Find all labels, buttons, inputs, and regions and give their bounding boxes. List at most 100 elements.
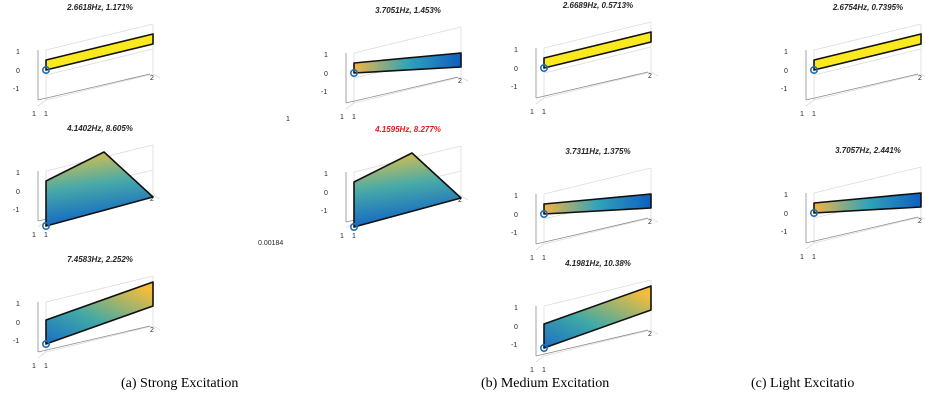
y-tick-label: 1: [542, 255, 546, 262]
axis-grid-line: [45, 23, 154, 51]
x-tick-label: 1: [530, 255, 534, 262]
z-tick-label: -1: [781, 86, 787, 93]
mode-shape-plot: 4.1595Hz, 8.277% 1 0 -1 1 1 2: [321, 125, 469, 240]
axis-grid-line: [543, 21, 652, 49]
plot-title: 4.1402Hz, 8.605%: [66, 124, 133, 133]
z-tick-label: 0: [324, 71, 328, 78]
mode-surface: [813, 33, 922, 71]
axis-grid-line: [543, 279, 652, 307]
caption-medium: (b) Medium Excitation: [481, 376, 610, 391]
y-tick-label: 1: [812, 111, 816, 118]
axis-grid-line: [152, 73, 161, 79]
z-tick-label: 1: [16, 49, 20, 56]
axis-grid-line: [460, 195, 469, 201]
plot-title: 2.6754Hz, 0.7395%: [832, 3, 903, 12]
axis-grid-line: [345, 102, 355, 110]
x-tick-label: 1: [800, 111, 804, 118]
mode-shape-plot: 3.7051Hz, 1.453% 1 0 -1 1 1 2: [321, 6, 469, 121]
depth-tick-label: 2: [150, 327, 154, 334]
depth-axis-line: [535, 71, 649, 99]
depth-tick-label: 2: [458, 78, 462, 85]
caption-strong: (a) Strong Excitation: [121, 376, 239, 391]
mode-surface: [45, 151, 154, 227]
axis-grid-line: [353, 26, 462, 54]
axis-grid-line: [805, 99, 815, 107]
x-tick-label: 1: [340, 114, 344, 121]
circle-marker-icon: [539, 63, 548, 72]
axis-grid-line: [45, 48, 154, 76]
z-tick-label: 1: [514, 47, 518, 54]
y-tick-label: 1: [44, 363, 48, 370]
depth-tick-label: 2: [648, 219, 652, 226]
z-tick-label: -1: [511, 230, 517, 237]
plot-title: 4.1981Hz, 10.38%: [564, 259, 631, 268]
caption-light: (c) Light Excitatio: [751, 376, 855, 391]
y-tick-label: 1: [44, 232, 48, 239]
mode-surface: [813, 192, 922, 214]
z-tick-label: 1: [324, 171, 328, 178]
circle-marker-icon: [349, 223, 358, 232]
depth-axis-line: [535, 329, 649, 357]
x-tick-label: 1: [32, 111, 36, 118]
mode-shape-plot: 4.1402Hz, 8.605% 1 0 -1 1 1 2: [13, 124, 161, 239]
depth-axis-line: [805, 73, 919, 101]
plot-title: 3.7051Hz, 1.453%: [375, 6, 441, 15]
plot-title: 3.7057Hz, 2.441%: [835, 146, 901, 155]
z-tick-label: 0: [16, 189, 20, 196]
axis-grid-line: [650, 329, 659, 335]
circle-marker-icon: [41, 65, 50, 74]
axis-grid-line: [813, 166, 922, 194]
axis-grid-line: [543, 167, 652, 195]
z-tick-label: 0: [784, 68, 788, 75]
x-tick-label: 1: [800, 254, 804, 261]
mode-surface: [543, 285, 652, 349]
depth-tick-label: 2: [918, 218, 922, 225]
plot-title: 7.4583Hz, 2.252%: [67, 255, 133, 264]
mode-shape-plot: 3.7057Hz, 2.441% 1 0 -1 1 1 2: [781, 146, 925, 261]
depth-tick-label: 2: [150, 75, 154, 82]
y-tick-label: 1: [542, 367, 546, 374]
mode-shape-plot: 7.4583Hz, 2.252% 1 0 -1 1 1 2: [13, 255, 161, 370]
axis-grid-line: [813, 23, 922, 51]
z-tick-label: 1: [514, 193, 518, 200]
axis-grid-line: [535, 355, 545, 363]
circle-marker-icon: [41, 339, 50, 348]
axis-grid-line: [152, 325, 161, 331]
mode-shape-plot: 3.7311Hz, 1.375% 1 0 -1 1 1 2: [511, 147, 659, 262]
axis-grid-line: [543, 71, 652, 99]
axis-grid-line: [535, 243, 545, 251]
axis-grid-line: [543, 46, 652, 74]
axis-grid-line: [45, 275, 154, 303]
z-tick-label: -1: [13, 338, 19, 345]
z-tick-label: 0: [784, 211, 788, 218]
y-tick-label: 1: [352, 233, 356, 240]
z-tick-label: -1: [13, 207, 19, 214]
axis-grid-line: [543, 329, 652, 357]
circle-marker-icon: [539, 209, 548, 218]
z-tick-label: -1: [321, 208, 327, 215]
y-tick-label: 1: [812, 254, 816, 261]
axis-grid-line: [345, 221, 355, 229]
axis-grid-line: [45, 325, 154, 353]
z-tick-label: 0: [16, 320, 20, 327]
z-tick-label: -1: [781, 229, 787, 236]
depth-axis-line: [345, 76, 459, 104]
x-tick-label: 1: [32, 363, 36, 370]
depth-tick-label: 2: [150, 196, 154, 203]
stray-label-one: 1: [286, 116, 290, 123]
depth-tick-label: 2: [458, 197, 462, 204]
depth-axis-line: [805, 216, 919, 244]
mode-surface: [543, 193, 652, 215]
axis-grid-line: [813, 216, 922, 244]
z-tick-label: -1: [511, 84, 517, 91]
circle-marker-icon: [41, 222, 50, 231]
axis-grid-line: [152, 194, 161, 200]
y-tick-label: 1: [44, 111, 48, 118]
depth-axis-line: [37, 73, 151, 101]
mode-shape-plot: 2.6689Hz, 0.5713% 1 0 -1 1 1 2: [511, 1, 659, 116]
x-tick-label: 1: [32, 232, 36, 239]
z-tick-label: 1: [514, 305, 518, 312]
z-tick-label: 1: [16, 301, 20, 308]
plot-title: 2.6618Hz, 1.171%: [66, 3, 133, 12]
